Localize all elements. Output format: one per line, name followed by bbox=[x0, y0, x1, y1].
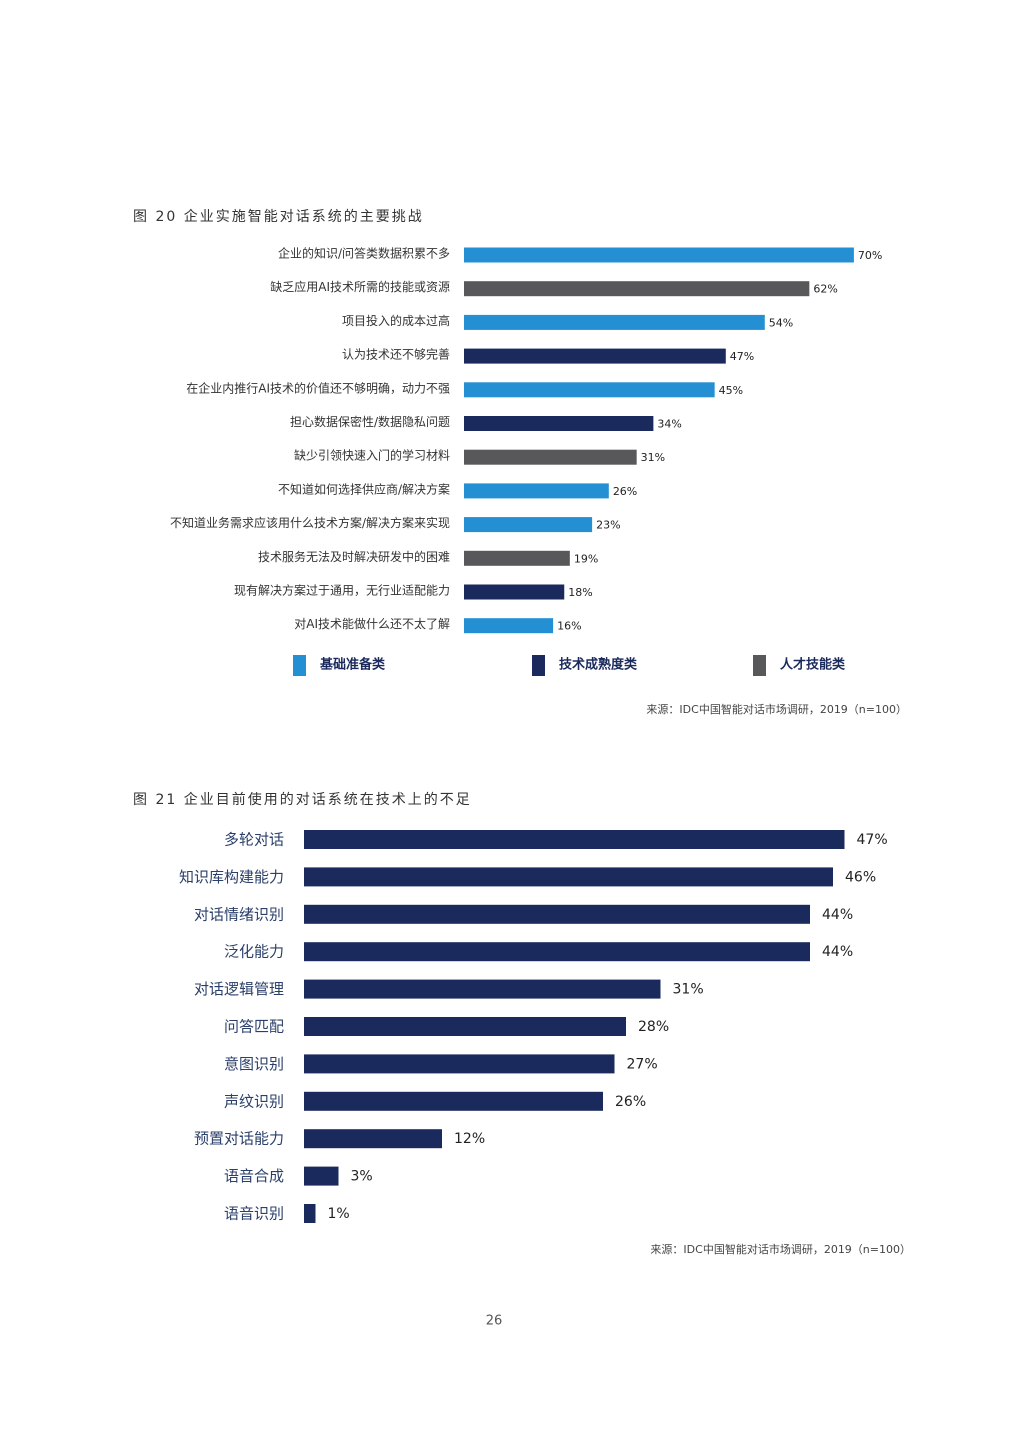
bar bbox=[464, 584, 565, 600]
bar bbox=[304, 867, 833, 887]
category-label: 语音合成 bbox=[224, 1167, 284, 1185]
chart-title: 图 21 企业目前使用的对话系统在技术上的不足 bbox=[133, 791, 472, 808]
page-number: 26 bbox=[486, 1314, 503, 1329]
legend-label: 基础准备类 bbox=[319, 657, 386, 673]
value-label: 47% bbox=[730, 350, 754, 363]
value-label: 47% bbox=[857, 832, 888, 848]
category-label: 现有解决方案过于通用，无行业适配能力 bbox=[234, 583, 450, 598]
category-label: 技术服务无法及时解决研发中的困难 bbox=[258, 549, 450, 564]
value-label: 26% bbox=[615, 1094, 646, 1110]
value-label: 23% bbox=[596, 519, 620, 532]
legend-label: 技术成熟度类 bbox=[559, 657, 638, 673]
value-label: 31% bbox=[673, 982, 704, 998]
value-label: 44% bbox=[822, 944, 853, 960]
chart-title: 图 20 企业实施智能对话系统的主要挑战 bbox=[133, 208, 424, 225]
category-label: 知识库构建能力 bbox=[179, 868, 284, 886]
bar bbox=[464, 348, 726, 364]
value-label: 44% bbox=[822, 907, 853, 923]
bar bbox=[464, 449, 637, 465]
category-label: 不知道如何选择供应商/解决方案 bbox=[278, 481, 450, 496]
category-label: 声纹识别 bbox=[224, 1092, 284, 1110]
value-label: 31% bbox=[641, 451, 665, 464]
value-label: 28% bbox=[638, 1019, 669, 1035]
value-label: 34% bbox=[657, 418, 681, 431]
category-label: 认为技术还不够完善 bbox=[342, 347, 450, 362]
bar bbox=[464, 416, 654, 431]
category-label: 泛化能力 bbox=[224, 943, 284, 961]
bar bbox=[464, 247, 854, 263]
category-label: 预置对话能力 bbox=[194, 1130, 284, 1148]
value-label: 27% bbox=[627, 1056, 658, 1072]
legend-swatch bbox=[532, 655, 545, 676]
bar bbox=[304, 942, 810, 962]
legend-label: 人才技能类 bbox=[780, 657, 846, 673]
value-label: 3% bbox=[351, 1169, 373, 1185]
bar bbox=[464, 618, 554, 634]
value-label: 45% bbox=[719, 384, 743, 397]
value-label: 18% bbox=[568, 586, 592, 599]
bar bbox=[304, 904, 810, 924]
bar bbox=[304, 1166, 339, 1186]
category-label: 多轮对话 bbox=[224, 831, 284, 849]
legend-swatch bbox=[293, 655, 306, 676]
bar bbox=[304, 830, 845, 849]
bar bbox=[464, 281, 810, 297]
category-label: 企业的知识/问答类数据积累不多 bbox=[278, 246, 450, 261]
value-label: 62% bbox=[813, 283, 837, 296]
bar bbox=[464, 550, 570, 566]
legend-swatch bbox=[753, 655, 766, 676]
bar bbox=[304, 1204, 316, 1223]
category-label: 缺少引领快速入门的学习材料 bbox=[294, 448, 450, 463]
category-label: 对话逻辑管理 bbox=[194, 980, 284, 998]
bar bbox=[304, 1054, 615, 1074]
category-label: 项目投入的成本过高 bbox=[342, 313, 450, 328]
category-label: 在企业内推行AI技术的价值还不够明确，动力不强 bbox=[186, 380, 450, 395]
category-label: 对话情绪识别 bbox=[194, 905, 284, 923]
category-label: 担心数据保密性/数据隐私问题 bbox=[290, 414, 450, 429]
value-label: 54% bbox=[769, 316, 793, 329]
value-label: 46% bbox=[845, 869, 876, 885]
value-label: 16% bbox=[557, 620, 581, 633]
category-label: 意图识别 bbox=[224, 1055, 284, 1073]
category-label: 对AI技术能做什么还不太了解 bbox=[294, 616, 450, 631]
source: 来源：IDC中国智能对话市场调研，2019（n=100） bbox=[646, 702, 907, 716]
category-label: 缺乏应用AI技术所需的技能或资源 bbox=[270, 279, 450, 294]
value-label: 70% bbox=[858, 249, 882, 262]
source: 来源：IDC中国智能对话市场调研，2019（n=100） bbox=[650, 1242, 911, 1256]
category-label: 语音识别 bbox=[224, 1205, 284, 1223]
bar bbox=[464, 483, 609, 499]
bar bbox=[464, 382, 715, 398]
bar bbox=[464, 314, 765, 330]
category-label: 问答匹配 bbox=[224, 1018, 284, 1036]
value-label: 12% bbox=[454, 1131, 485, 1147]
value-label: 19% bbox=[574, 552, 598, 565]
bar bbox=[304, 1129, 442, 1149]
bar bbox=[304, 1017, 626, 1036]
category-label: 不知道业务需求应该用什么技术方案/解决方案来实现 bbox=[170, 515, 450, 530]
bar bbox=[464, 517, 593, 533]
bar bbox=[304, 1091, 603, 1111]
value-label: 1% bbox=[328, 1206, 350, 1222]
value-label: 26% bbox=[613, 485, 637, 498]
bar bbox=[304, 979, 661, 999]
